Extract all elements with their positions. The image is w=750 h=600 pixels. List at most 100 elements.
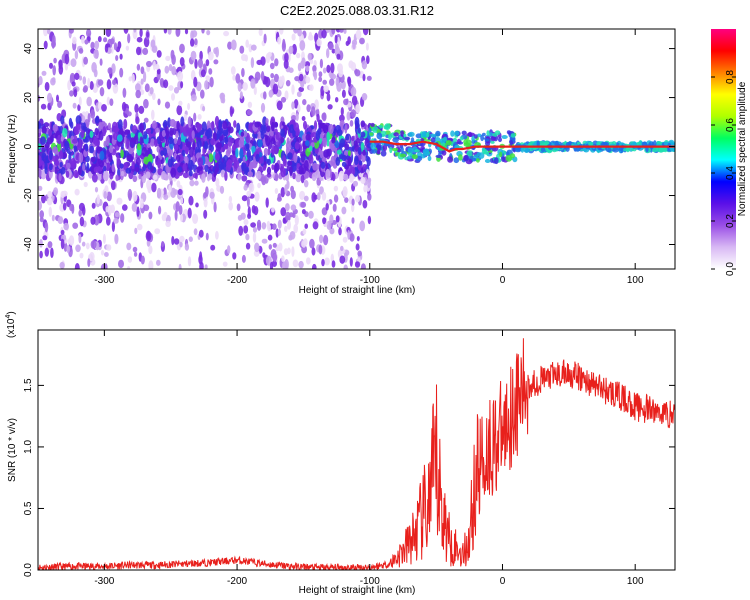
spectrogram-cell — [276, 100, 283, 111]
spectrogram-cell — [215, 177, 220, 188]
spectrogram-cell — [400, 130, 405, 137]
spectrogram-cell — [179, 235, 185, 243]
spectrogram-cell — [270, 73, 275, 79]
spectrogram-cell — [156, 68, 161, 75]
spectrogram-cell — [384, 123, 391, 130]
spectrogram-cell — [41, 152, 47, 158]
spectrogram-cell — [340, 245, 344, 251]
spectrogram-cell — [287, 160, 293, 166]
spectrogram-cell — [301, 240, 307, 248]
spectrogram-cell — [284, 52, 289, 63]
spectrogram-cell — [274, 128, 278, 136]
spectrogram-cell — [165, 126, 169, 135]
spectrogram-cell — [138, 105, 145, 114]
spectrogram-cell — [263, 33, 267, 44]
spectrogram-cell — [38, 159, 43, 167]
spectrogram-cell — [313, 70, 318, 81]
spectrogram-cell — [127, 265, 131, 269]
spectrogram-cell — [194, 38, 198, 46]
spectrogram-cell — [227, 136, 233, 147]
spectrogram-cell — [38, 167, 42, 178]
spectrogram-x-tick-label: -200 — [227, 275, 247, 286]
spectrogram-cell — [52, 65, 56, 76]
spectrogram-cell — [182, 163, 187, 172]
spectrogram-cell — [197, 114, 202, 120]
spectrogram-cell — [494, 157, 499, 165]
spectrogram-cell — [165, 55, 171, 62]
spectrogram-cell — [238, 138, 245, 148]
snr-x-ticks: -300 -200 -100 0 100 — [94, 330, 644, 587]
spectrogram-cell — [349, 173, 354, 183]
spectrogram-cell — [62, 127, 68, 138]
spectrogram-cell — [175, 29, 181, 37]
spectrogram-cell — [38, 75, 43, 86]
spectrogram-cell — [204, 264, 208, 269]
spectrogram-cell — [182, 172, 189, 179]
spectrogram-cell — [191, 30, 198, 38]
spectrogram-cell — [281, 255, 285, 262]
spectrogram-cell — [64, 53, 70, 65]
spectrogram-cell — [326, 131, 331, 142]
spectrogram-cell — [341, 206, 347, 215]
spectrogram-cell — [316, 113, 320, 123]
snr-y-tick-label: 1.0 — [23, 440, 34, 454]
spectrogram-cell — [347, 229, 351, 240]
spectrogram-cell — [51, 214, 55, 222]
spectrogram-cell — [360, 176, 366, 184]
spectrogram-cell — [167, 29, 172, 35]
spectrogram-cell — [347, 76, 351, 85]
snr-y-axis-label: SNR (10 * v/v) — [7, 418, 18, 482]
spectrogram-cell — [224, 171, 228, 182]
spectrogram-cell — [330, 73, 337, 80]
spectrogram-cell — [247, 171, 253, 178]
spectrogram-cell — [250, 57, 255, 69]
spectrogram-cell — [242, 82, 248, 91]
spectrogram-cell — [70, 58, 77, 68]
spectrogram-cell — [318, 76, 323, 83]
spectrogram-cell — [100, 263, 107, 269]
spectrogram-cell — [191, 130, 195, 140]
spectrogram-cell — [148, 245, 153, 255]
spectrogram-cell — [75, 244, 81, 253]
spectrogram-cell — [420, 138, 425, 142]
spectrogram-cell — [58, 150, 64, 160]
spectrogram-cell — [60, 115, 65, 125]
spectrogram-cell — [248, 43, 253, 53]
spectrogram-cell — [465, 139, 472, 147]
spectrogram-cell — [97, 175, 102, 181]
spectrogram-cell — [329, 78, 335, 86]
spectrogram-cell — [245, 242, 251, 250]
spectrogram-cell — [154, 63, 160, 70]
spectrogram-cell — [248, 155, 253, 162]
spectrogram-cell — [134, 103, 139, 114]
spectrogram-cell — [482, 132, 486, 137]
chart-title: C2E2.2025.088.03.31.R12 — [280, 3, 434, 18]
spectrogram-cell — [509, 153, 516, 159]
spectrogram-cell — [466, 151, 473, 157]
spectrogram-cell — [244, 143, 250, 152]
spectrogram-cell — [300, 201, 307, 208]
spectrogram-cell — [342, 186, 348, 198]
spectrogram-cell — [321, 258, 325, 267]
spectrogram-cell — [98, 130, 104, 141]
spectrogram-cell — [277, 219, 282, 229]
spectrogram-cell — [131, 160, 135, 170]
spectrogram-cell — [263, 147, 269, 157]
spectrogram-cell — [168, 136, 174, 145]
spectrogram-cell — [108, 144, 114, 154]
spectrogram-cell — [176, 120, 180, 131]
spectrogram-cell — [399, 136, 403, 140]
spectrogram-cell — [151, 109, 155, 121]
snr-y-tick-label: 0.5 — [23, 501, 34, 515]
spectrogram-cell — [179, 154, 184, 162]
spectrogram-y-tick-label: -20 — [23, 188, 34, 203]
spectrogram-cell — [72, 138, 78, 144]
spectrogram-cell — [289, 212, 294, 218]
spectrogram-cell — [294, 215, 299, 226]
spectrogram-cell — [174, 209, 178, 221]
spectrogram-cell — [290, 204, 297, 211]
spectrogram-cell — [369, 132, 374, 136]
spectrogram-cell — [339, 255, 346, 264]
spectrogram-cell — [125, 167, 132, 174]
spectrogram-cell — [199, 251, 203, 261]
